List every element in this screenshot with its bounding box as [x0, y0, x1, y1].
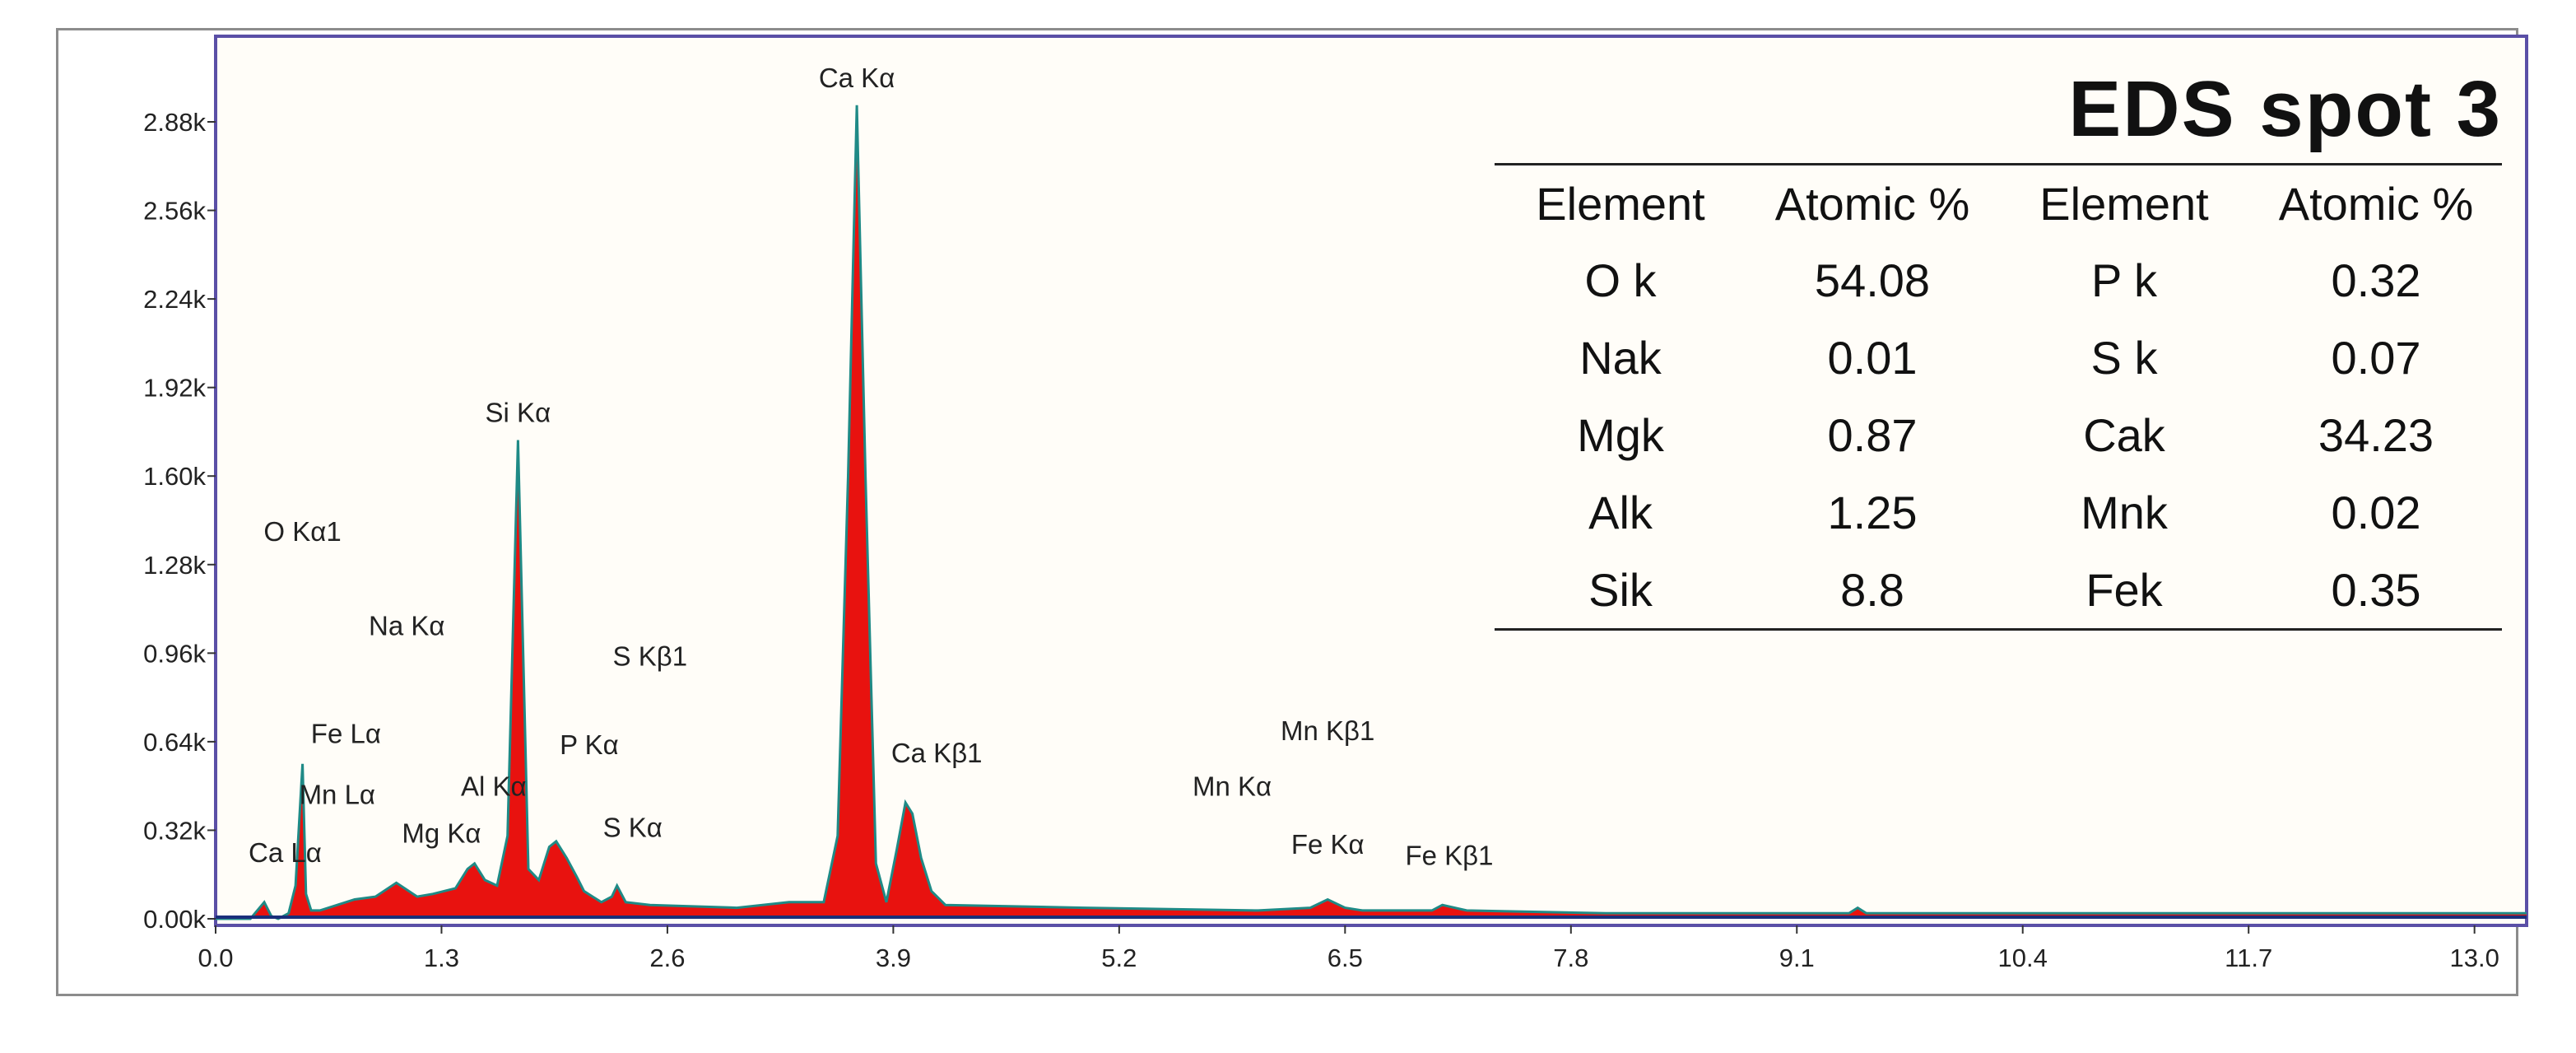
- table-row: O k 54.08 P k 0.32: [1495, 241, 2502, 319]
- spectrum-line: [216, 105, 2527, 920]
- y-tick-label: 0.96k: [143, 639, 206, 668]
- table-cell: Mnk: [2081, 486, 2168, 538]
- y-tick-label: 1.60k: [143, 462, 206, 491]
- table-header-row: Element Atomic % Element Atomic %: [1495, 163, 2502, 241]
- header-element-2: Element: [1998, 163, 2250, 241]
- peak-label: S Kβ1: [613, 641, 688, 671]
- y-tick-label: 2.24k: [143, 285, 206, 314]
- x-tick-label: 5.2: [1101, 944, 1137, 972]
- table-cell: 54.08: [1814, 254, 1931, 306]
- table-cell: Sik: [1495, 551, 1746, 631]
- y-tick-label: 0.64k: [143, 728, 206, 757]
- y-tick-label: 2.56k: [143, 197, 206, 226]
- y-tick-label: 1.92k: [143, 374, 206, 403]
- spectrum-series: [216, 105, 2527, 920]
- y-tick-label: 0.32k: [143, 816, 206, 845]
- header-element-1: Element: [1495, 163, 1746, 241]
- table-cell: 8.8: [1746, 551, 1998, 631]
- y-tick-label: 0.00k: [143, 905, 206, 934]
- table-cell: 0.87: [1827, 408, 1918, 461]
- table-cell: 0.02: [2331, 486, 2421, 538]
- peak-label: Mn Lα: [300, 779, 375, 809]
- header-atomic-2: Atomic %: [2250, 163, 2502, 241]
- table-cell: 0.32: [2331, 254, 2421, 306]
- peak-label: S Kα: [603, 813, 663, 843]
- x-tick-label: 11.7: [2225, 944, 2272, 972]
- peak-annotations: Ca Kα Si Kα O Kα1 Na Kα S Kβ1 Fe Lα P Kα Ca Kβ1…: [249, 63, 1493, 870]
- table-cell: P k: [2091, 254, 2157, 306]
- peak-label: Ca Kα: [819, 63, 895, 93]
- peak-label: Na Kα: [369, 610, 444, 641]
- header-atomic-1: Atomic %: [1746, 163, 1998, 241]
- table-cell: Cak: [2083, 408, 2165, 461]
- x-tick-label: 0.0: [198, 944, 233, 972]
- peak-label: P Kα: [560, 729, 619, 760]
- table-cell: S k: [2090, 331, 2158, 384]
- peak-label: Mn Kα: [1193, 771, 1272, 801]
- atomic-percent-table: Element Atomic % Element Atomic % O k 54…: [1495, 163, 2502, 631]
- y-tick-label: 1.28k: [143, 551, 206, 580]
- peak-label: Al Kα: [461, 771, 527, 801]
- peak-label: Fe Kβ1: [1405, 840, 1493, 870]
- peak-label: Mg Kα: [402, 818, 481, 848]
- table-row: Sik 8.8 Fek 0.35: [1495, 551, 2502, 631]
- table-row: Alk 1.25 Mnk 0.02: [1495, 473, 2502, 551]
- x-tick-label: 2.6: [649, 944, 685, 972]
- table-cell: Nak: [1579, 331, 1662, 384]
- x-tick-label: 3.9: [876, 944, 911, 972]
- table-cell: 34.23: [2318, 408, 2434, 461]
- x-tick-label: 7.8: [1553, 944, 1588, 972]
- table-cell: 0.07: [2331, 331, 2421, 384]
- y-tick-label: 2.88k: [143, 108, 206, 137]
- peak-label: Ca Lα: [249, 837, 322, 868]
- table-cell: 0.35: [2250, 551, 2502, 631]
- table-row: Nak 0.01 S k 0.07: [1495, 319, 2502, 396]
- x-tick-label: 13.0: [2449, 944, 2499, 972]
- x-tick-label: 1.3: [424, 944, 459, 972]
- table-cell: O k: [1584, 254, 1657, 306]
- x-tick-label: 10.4: [1998, 944, 2048, 972]
- table-cell: Fek: [1998, 551, 2250, 631]
- table-cell: 0.01: [1827, 331, 1918, 384]
- peak-label: Mn Kβ1: [1281, 715, 1374, 746]
- table-cell: Mgk: [1577, 408, 1664, 461]
- axis-group: 0.00k 0.32k 0.64k 0.96k 1.28k 1.60k 1.92k 2.24k…: [143, 108, 2499, 972]
- peak-label: Fe Lα: [311, 718, 381, 748]
- eds-title: EDS spot 3: [2068, 65, 2502, 153]
- x-tick-label: 9.1: [1779, 944, 1815, 972]
- table-row: Mgk 0.87 Cak 34.23: [1495, 396, 2502, 473]
- table-cell: Alk: [1588, 486, 1653, 538]
- peak-label: Ca Kβ1: [891, 738, 983, 768]
- peak-label: O Kα1: [263, 516, 341, 547]
- peak-label: Fe Kα: [1291, 829, 1365, 860]
- table-cell: 1.25: [1827, 486, 1918, 538]
- x-tick-label: 6.5: [1328, 944, 1363, 972]
- peak-label: Si Kα: [486, 398, 551, 428]
